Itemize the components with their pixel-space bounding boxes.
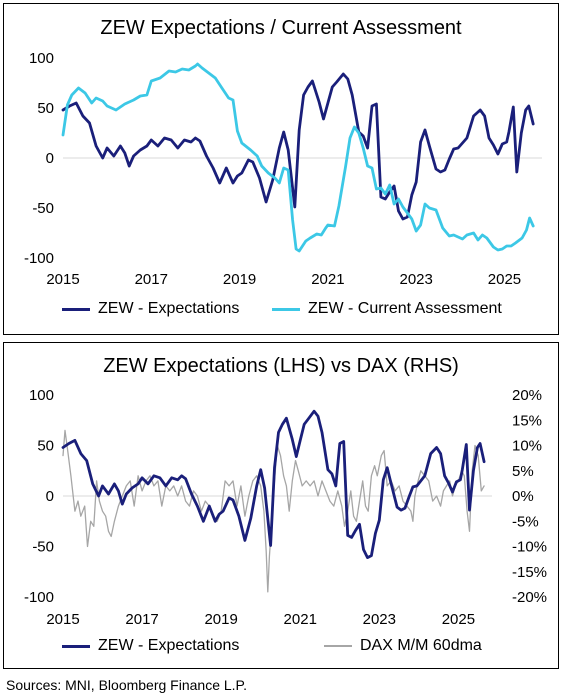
chart-2-y-tick-label: -50 [32, 539, 54, 556]
chart-1-x-tick-label: 2015 [46, 271, 79, 288]
legend-item-expectations-2: ZEW - Expectations [62, 637, 239, 655]
chart-2-legend: ZEW - Expectations DAX M/M 60dma [4, 637, 558, 659]
legend-swatch-expectations-2 [62, 644, 90, 648]
legend-swatch-expectations [62, 307, 90, 311]
legend-label-expectations-2: ZEW - Expectations [98, 637, 240, 654]
chart-2-x-tick-label: 2015 [46, 611, 79, 628]
chart-2-y2-tick-label: -5% [512, 513, 539, 530]
legend-swatch-current-assessment [272, 307, 300, 311]
chart-2-x-tick-label: 2017 [125, 611, 158, 628]
chart-2-y2-tick-label: 20% [512, 387, 542, 404]
chart-2-title: ZEW Expectations (LHS) vs DAX (RHS) [103, 355, 459, 377]
chart-2-y-tick-label: 100 [29, 387, 54, 404]
chart-1-title: ZEW Expectations / Current Assessment [100, 17, 462, 39]
chart-2-series-expectations [61, 409, 486, 559]
chart-2-y2-tick-label: -20% [512, 589, 547, 606]
chart-2-y2-tick-label: -10% [512, 539, 547, 556]
chart-1-y-tick-label: 0 [46, 150, 54, 167]
chart-2-y2-tick-label: 10% [512, 438, 542, 455]
chart-2-y-tick-label: -100 [24, 589, 54, 606]
chart-1-y-tick-label: 50 [37, 100, 54, 117]
chart-2-y-tick-label: 0 [46, 488, 54, 505]
chart-1-y-tick-label: -100 [24, 250, 54, 267]
chart-2-series-dax [62, 429, 485, 593]
chart-2-y2-tick-label: 5% [512, 463, 534, 480]
chart-1-x-tick-label: 2019 [223, 271, 256, 288]
chart-2-x-tick-label: 2021 [284, 611, 317, 628]
chart-2-y2-tick-label: -15% [512, 564, 547, 581]
chart-2-canvas: 100 50 0 -50 -100 20% 15% 10% 5% 0% -5% -10% -15% -20… [24, 387, 547, 628]
chart-1-legend: ZEW - Expectations ZEW - Current Assessm… [4, 300, 558, 322]
chart-1-y-tick-label: 100 [29, 50, 54, 67]
source-footer: Sources: MNI, Bloomberg Finance L.P. [6, 677, 247, 693]
chart-1-x-tick-label: 2025 [488, 271, 521, 288]
chart-panel-zew-vs-dax: 100 50 0 -50 -100 20% 15% 10% 5% 0% -5% -10% -15% -20… [3, 342, 559, 669]
chart-1-series-current-assessment [61, 62, 535, 253]
chart-2-y2-tick-label: 15% [512, 412, 542, 429]
chart-1-x-tick-label: 2021 [311, 271, 344, 288]
legend-label-expectations: ZEW - Expectations [98, 300, 240, 317]
legend-swatch-dax [324, 645, 352, 647]
chart-1-y-tick-label: -50 [32, 200, 54, 217]
chart-panel-zew-expectations-current: 100 50 0 -50 -100 2015 2017 2019 2021 2023 2025 ZE… [3, 3, 559, 335]
chart-2-x-tick-label: 2025 [442, 611, 475, 628]
chart-2-x-tick-label: 2023 [363, 611, 396, 628]
legend-item-current-assessment: ZEW - Current Assessment [272, 300, 502, 318]
chart-1-canvas: 100 50 0 -50 -100 2015 2017 2019 2021 2023 2025 [24, 50, 542, 288]
legend-label-current-assessment: ZEW - Current Assessment [308, 300, 502, 317]
chart-2-y-tick-label: 50 [37, 438, 54, 455]
legend-label-dax: DAX M/M 60dma [360, 637, 482, 654]
chart-1-series-expectations [61, 72, 535, 221]
legend-item-expectations: ZEW - Expectations [62, 300, 239, 318]
chart-1-x-tick-label: 2017 [135, 271, 168, 288]
legend-item-dax: DAX M/M 60dma [324, 637, 482, 655]
chart-2-y2-tick-label: 0% [512, 488, 534, 505]
chart-1-x-tick-label: 2023 [399, 271, 432, 288]
chart-2-x-tick-label: 2019 [204, 611, 237, 628]
